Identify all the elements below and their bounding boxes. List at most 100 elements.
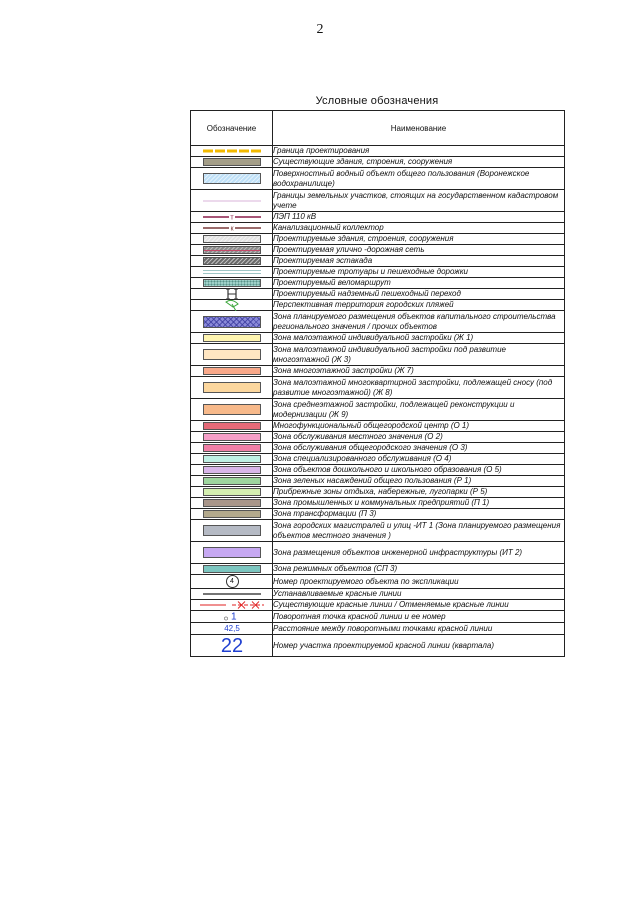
color-swatch [203,455,261,463]
legend-name-cell: Проектируемая эстакада [272,255,565,267]
legend-symbol-cell [190,233,273,245]
legend-symbol [191,191,273,211]
legend-name-cell: Проектируемые здания, строения, сооружен… [272,233,565,245]
color-swatch [203,488,261,496]
legend-symbol-cell [190,266,273,278]
legend-symbol-cell [190,398,273,421]
dash-line-symbol [203,149,261,153]
legend-symbol-cell [190,475,273,487]
legend-name-cell: Зона объектов дошкольного и школьного об… [272,464,565,476]
color-swatch [203,433,261,441]
legend-symbol-cell [190,541,273,564]
legend-symbol-cell: к [190,222,273,234]
legend-symbol-cell [190,156,273,168]
legend-symbol: 1 [191,612,273,622]
color-swatch [203,279,261,287]
legend-row: Границы земельных участков, стоящих на г… [190,189,565,212]
legend-row: Зона промышленных и коммунальных предпри… [190,497,565,509]
legend-row: Зона объектов дошкольного и школьного об… [190,464,565,476]
legend-symbol [191,279,273,288]
legend-symbol [191,378,273,398]
legend-row: Зона размещения объектов инженерной инфр… [190,541,565,564]
legend-name-cell: Зона среднеэтажной застройки, подлежащей… [272,398,565,421]
legend-symbol [191,455,273,464]
legend-symbol [191,235,273,244]
legend-header-row: Обозначение Наименование [190,110,565,146]
object-number-circle: 4 [225,575,239,588]
color-swatch [203,565,261,573]
red-lines-symbol [200,601,264,609]
legend-name-cell: Поворотная точка красной линии и ее номе… [272,610,565,623]
legend-row: Зона специализированного обслуживания (О… [190,453,565,465]
line-mark-label: к [230,226,234,233]
legend-name-cell: Зона специализированного обслуживания (О… [272,453,565,465]
double-line-symbol [203,270,261,274]
legend-symbol-cell: 42,5 [190,622,273,635]
legend-name-cell: Существующие красные линии / Отменяемые … [272,599,565,611]
legend-name-cell: Зона многоэтажной застройки (Ж 7) [272,365,565,377]
legend-name-cell: Граница проектирования [272,145,565,157]
legend-row: 22 Номер участка проектируемой красной ли… [190,634,565,657]
legend-row: Проектируемый надземный пешеходный перех… [190,288,565,300]
turn-point-symbol: 1 [224,612,237,622]
legend-name-cell: Проектируемый надземный пешеходный перех… [272,288,565,300]
legend-symbol-cell: 22 [190,634,273,657]
solid-line-symbol [203,593,261,595]
legend-row: Поверхностный водный объект общего польз… [190,167,565,190]
legend-name-cell: Проектируемая улично -дорожная сеть [272,244,565,256]
color-swatch [203,173,261,184]
legend-row: Зона среднеэтажной застройки, подлежащей… [190,398,565,421]
legend-name-cell: Проектируемые тротуары и пешеходные доро… [272,266,565,278]
legend-name-cell: Зона городских магистралей и улиц -ИТ 1 … [272,519,565,542]
color-swatch [203,334,261,342]
legend-symbol [191,299,273,311]
legend-symbol [191,543,273,563]
legend-name-cell: Канализационный коллектор [272,222,565,234]
legend-symbol-cell [190,145,273,157]
legend-row: Перспективная территория городских пляже… [190,299,565,311]
legend-name-cell: Номер участка проектируемой красной лини… [272,634,565,657]
color-swatch [203,367,261,375]
legend-row: Зона малоэтажной индивидуальной застройк… [190,343,565,366]
legend-symbol-cell [190,310,273,333]
legend-symbol-cell [190,563,273,575]
legend-symbol [191,510,273,519]
legend-symbol-cell [190,442,273,454]
legend-symbol-cell [190,497,273,509]
legend-symbol [191,288,273,300]
legend-row: Многофункциональный общегородской центр … [190,420,565,432]
legend-symbol [191,312,273,332]
legend-symbol-cell [190,508,273,520]
legend-name-cell: Зона обслуживания местного значения (О 2… [272,431,565,443]
legend-row: Проектируемая эстакада [190,255,565,267]
legend-row: 42,5 Расстояние между поворотными точками… [190,622,565,635]
legend-row: Проектируемые тротуары и пешеходные доро… [190,266,565,278]
legend-row: Существующие красные линии / Отменяемые … [190,599,565,611]
legend-row: Проектируемая улично -дорожная сеть [190,244,565,256]
bridge-symbol [226,288,238,300]
legend-name-cell: Многофункциональный общегородской центр … [272,420,565,432]
legend-symbol-cell [190,431,273,443]
legend-symbol-cell [190,343,273,366]
legend-symbol [191,444,273,453]
marked-line-symbol: т [203,214,261,221]
legend-body: Граница проектирования Существующие здани… [190,145,565,657]
legend-symbol [191,400,273,420]
legend-symbol [191,590,273,599]
legend-symbol-cell [190,277,273,289]
legend-symbol-cell [190,365,273,377]
legend-symbol: 22 [191,636,273,656]
legend-row: Устанавливаемые красные линии [190,588,565,600]
legend-symbol [191,257,273,266]
legend-row: 1 Поворотная точка красной линии и ее ном… [190,610,565,623]
color-swatch [203,246,261,254]
legend-row: т ЛЭП 110 кВ [190,211,565,223]
legend-row: Зона малоэтажной индивидуальной застройк… [190,332,565,344]
legend-symbol-cell [190,453,273,465]
thin-line-symbol [203,200,261,201]
legend-row: Граница проектирования [190,145,565,157]
legend-symbol [191,268,273,277]
color-swatch [203,525,261,536]
legend-row: Зона режимных объектов (СП 3) [190,563,565,575]
legend-name-cell: Зона промышленных и коммунальных предпри… [272,497,565,509]
